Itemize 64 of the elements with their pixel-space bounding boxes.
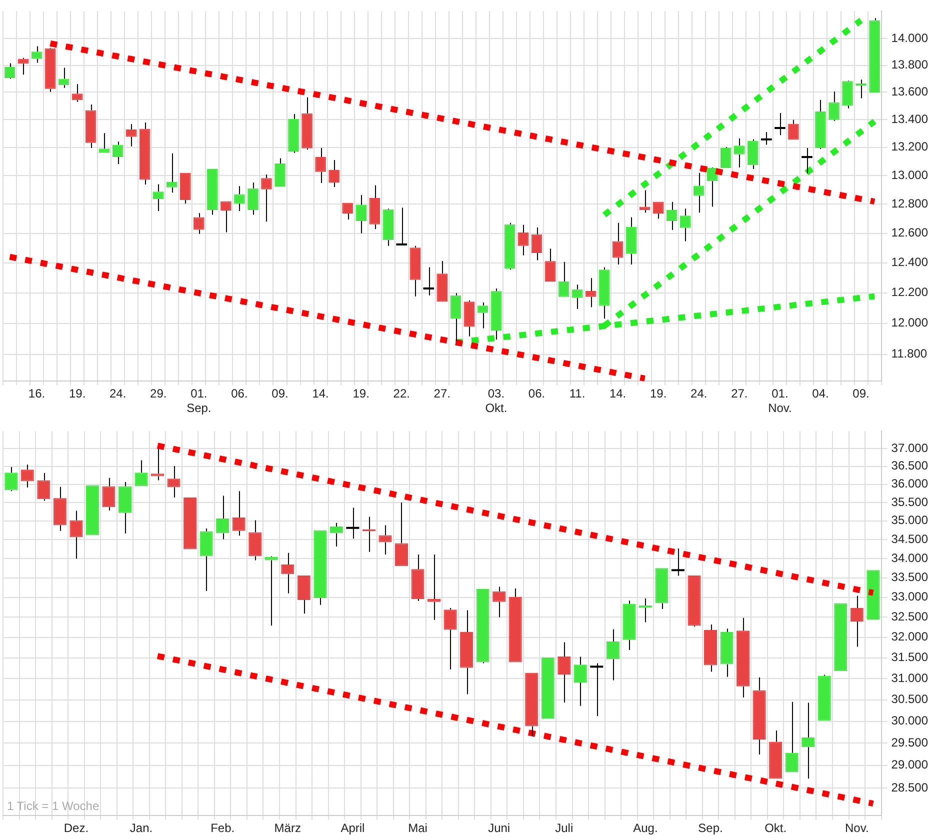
annotation: 1 Tick = 1 Woche xyxy=(7,798,100,813)
y-tick-label: 34.000 xyxy=(891,550,928,565)
y-tick-label: 14.000 xyxy=(891,31,928,46)
y-tick-label: 32.000 xyxy=(891,630,928,644)
y-tick-label: 36.000 xyxy=(891,476,928,491)
x-tick-label: Sep. xyxy=(698,821,723,836)
x-tick-label: 19. xyxy=(650,386,667,401)
y-tick-label: 34.500 xyxy=(891,532,928,546)
y-tick-label: 35.000 xyxy=(891,513,928,528)
y-tick-label: 36.500 xyxy=(891,458,928,473)
x-tick-label: Dez. xyxy=(64,821,89,836)
y-tick-label: 33.000 xyxy=(891,590,928,604)
y-tick-label: 13.200 xyxy=(891,140,928,154)
x-tick-label: 09. xyxy=(272,386,288,401)
x-tick-label: Juli xyxy=(555,821,574,836)
y-tick-label: 32.500 xyxy=(891,610,928,624)
x-tick-label: Aug. xyxy=(633,821,658,836)
x-tick-label: 27. xyxy=(434,386,450,401)
y-tick-label: 12.200 xyxy=(891,285,928,300)
x-tick-label: 27. xyxy=(731,386,748,401)
y-tick-label: 33.500 xyxy=(891,570,928,584)
y-tick-label: 29.000 xyxy=(891,758,928,772)
x-tick-label: Mai xyxy=(408,821,428,836)
y-tick-label: 12.400 xyxy=(891,255,928,270)
x-tick-label: Feb. xyxy=(210,821,235,836)
x-tick-label: 06. xyxy=(528,386,546,401)
y-tick-label: 29.500 xyxy=(891,735,928,750)
y-tick-label: 13.400 xyxy=(891,112,928,126)
x-tick-label: 16. xyxy=(28,386,46,401)
y-tick-label: 13.600 xyxy=(891,84,928,99)
y-tick-label: 30.500 xyxy=(891,692,928,706)
x-tick-label: 01. Nov. xyxy=(768,386,792,416)
x-tick-label: 11. xyxy=(569,386,586,401)
x-tick-label: 04. xyxy=(812,386,829,401)
x-tick-label: 24. xyxy=(110,386,126,401)
y-tick-label: 37.000 xyxy=(891,440,928,455)
y-tick-label: 13.000 xyxy=(891,168,928,182)
y-tick-label: 12.000 xyxy=(891,316,928,330)
x-tick-label: 19. xyxy=(68,386,86,401)
x-tick-label: 19. xyxy=(352,386,370,401)
x-tick-label: Juni xyxy=(488,821,510,836)
x-tick-label: 14. xyxy=(312,386,329,401)
x-tick-label: 06. xyxy=(231,386,248,401)
x-tick-label: 09. xyxy=(852,386,870,401)
x-tick-label: 03. Okt. xyxy=(485,386,508,416)
x-tick-label: 29. xyxy=(150,386,167,401)
y-tick-label: 28.500 xyxy=(891,780,928,794)
y-tick-label: 30.000 xyxy=(891,714,928,728)
y-tick-label: 31.500 xyxy=(891,650,928,664)
y-tick-label: 35.500 xyxy=(891,494,928,509)
x-tick-label: 14. xyxy=(609,386,626,401)
x-tick-label: Jan. xyxy=(130,821,153,836)
y-tick-label: 12.800 xyxy=(891,196,928,210)
x-tick-label: Nov. xyxy=(845,821,869,836)
y-tick-label: 12.600 xyxy=(891,226,928,240)
x-tick-label: 01. Sep. xyxy=(186,386,212,416)
x-tick-label: Okt. xyxy=(764,821,787,836)
x-tick-label: März xyxy=(274,821,301,836)
y-tick-label: 31.000 xyxy=(891,670,928,685)
y-tick-label: 11.800 xyxy=(891,346,928,361)
x-tick-label: 24. xyxy=(690,386,708,401)
x-tick-label: 22. xyxy=(393,386,410,401)
y-tick-label: 13.800 xyxy=(891,58,928,72)
x-tick-label: April xyxy=(340,821,365,836)
